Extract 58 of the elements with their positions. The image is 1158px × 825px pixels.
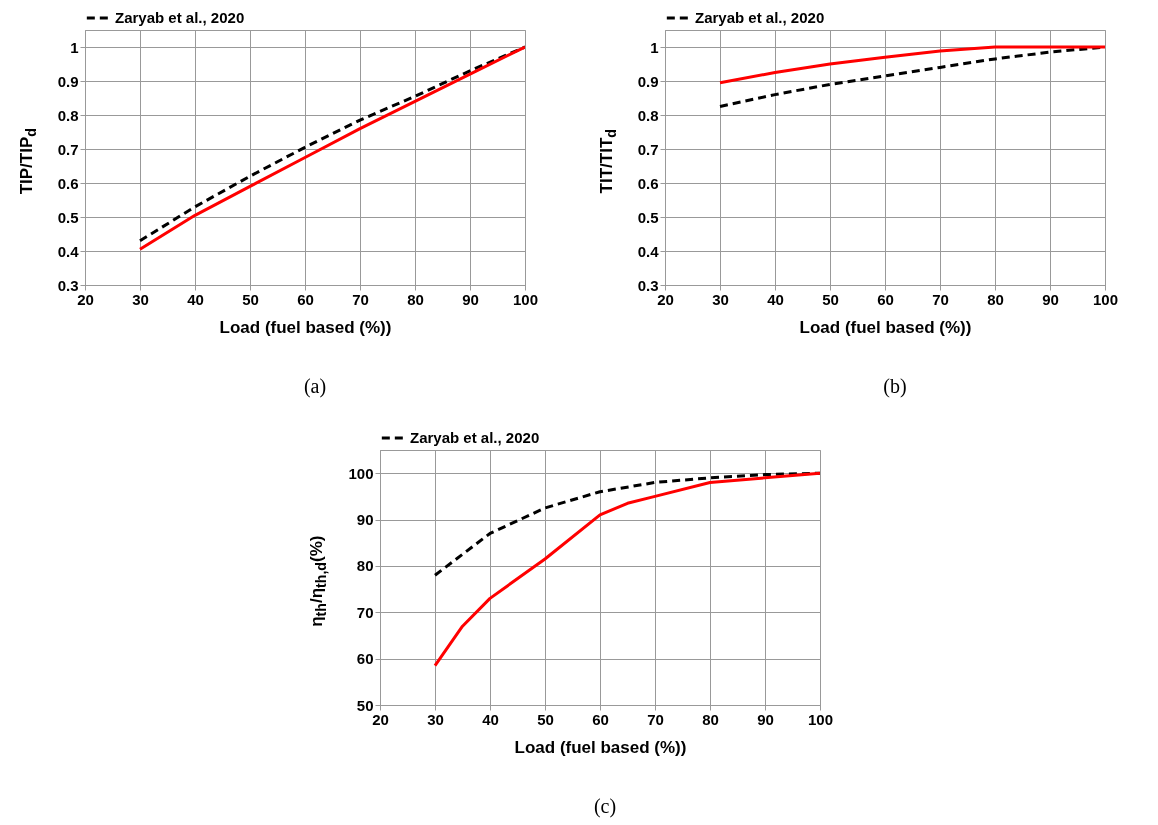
x-tick-label: 30 [427, 710, 444, 728]
x-tick-label: 50 [242, 290, 259, 308]
y-tick-label: 0.3 [637, 276, 659, 294]
legend-label: Zaryab et al., 2020 [115, 9, 245, 26]
x-tick-label: 100 [512, 290, 539, 308]
x-tick-label: 70 [932, 290, 949, 308]
x-tick-label: 60 [297, 290, 314, 308]
x-tick-label: 100 [1092, 290, 1119, 308]
x-tick-label: 50 [822, 290, 839, 308]
x-tick-label: 30 [132, 290, 149, 308]
x-tick-label: 80 [987, 290, 1004, 308]
y-tick-label: 0.4 [637, 242, 660, 260]
y-tick-label: 0.5 [57, 208, 79, 226]
x-tick-label: 90 [1042, 290, 1059, 308]
y-tick-label: 1 [650, 38, 659, 56]
x-tick-label: 80 [407, 290, 424, 308]
line-series [718, 45, 1105, 85]
y-tick-label: 0.7 [637, 140, 659, 158]
y-tick-label: 0.5 [637, 208, 659, 226]
line-series [433, 471, 820, 668]
x-tick-label: 80 [702, 710, 719, 728]
text: (b) [882, 375, 908, 398]
legend-label: Zaryab et al., 2020 [410, 429, 540, 446]
y-tick-label: 0.3 [57, 276, 79, 294]
y-tick-label: 0.9 [637, 72, 659, 90]
y-tick-label: 0.8 [637, 106, 659, 124]
legend-label: Zaryab et al., 2020 [695, 9, 825, 26]
y-tick-label: 50 [356, 696, 374, 714]
y-tick-label: 0.9 [57, 72, 79, 90]
x-axis-title: Load (fuel based (%)) [514, 737, 687, 757]
x-tick-label: 60 [877, 290, 894, 308]
x-tick-label: 20 [372, 710, 389, 728]
y-tick-label: 0.6 [637, 174, 659, 192]
x-tick-label: 20 [77, 290, 94, 308]
y-tick-label: 1 [70, 38, 79, 56]
x-tick-label: 20 [657, 290, 674, 308]
x-tick-label: 40 [767, 290, 784, 308]
x-tick-label: 90 [462, 290, 479, 308]
x-tick-label: 60 [592, 710, 609, 728]
y-tick-label: 70 [356, 603, 374, 621]
y-tick-label: 0.4 [57, 242, 80, 260]
y-tick-label: 0.8 [57, 106, 79, 124]
y-tick-label: 60 [356, 650, 374, 668]
y-tick-label: 80 [356, 557, 374, 575]
x-axis-title: Load (fuel based (%)) [799, 317, 972, 337]
x-tick-label: 90 [757, 710, 774, 728]
x-axis-title: Load (fuel based (%)) [219, 317, 392, 337]
x-tick-label: 50 [537, 710, 554, 728]
y-tick-label: 0.6 [57, 174, 79, 192]
x-tick-label: 40 [187, 290, 204, 308]
y-tick-label: 100 [348, 464, 374, 482]
text: (a) [302, 375, 328, 398]
text: (c) [592, 795, 618, 818]
y-tick-label: 0.7 [57, 140, 79, 158]
x-tick-label: 100 [807, 710, 834, 728]
x-tick-label: 40 [482, 710, 499, 728]
x-tick-label: 30 [712, 290, 729, 308]
y-tick-label: 90 [356, 511, 374, 529]
